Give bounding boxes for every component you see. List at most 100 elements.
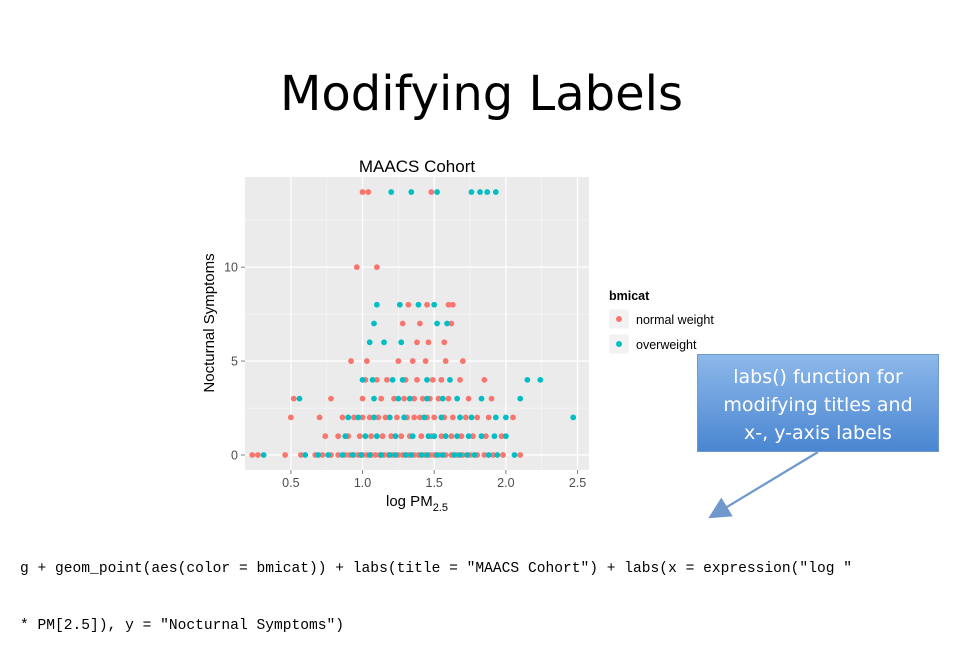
y-tick-label: 5 bbox=[231, 355, 238, 369]
slide-title: Modifying Labels bbox=[279, 66, 684, 122]
point-overweight bbox=[434, 320, 440, 327]
point-normal-weight bbox=[382, 414, 389, 421]
point-normal-weight bbox=[422, 358, 429, 364]
point-overweight bbox=[409, 433, 416, 440]
code-line: * PM[2.5]), y = "Nocturnal Symptoms") bbox=[20, 618, 345, 634]
legend-key-normal-weight bbox=[616, 316, 622, 322]
legend-key-overweight bbox=[616, 341, 622, 347]
point-normal-weight bbox=[448, 433, 455, 440]
point-overweight bbox=[439, 395, 446, 402]
point-normal-weight bbox=[316, 414, 323, 421]
legend-label: overweight bbox=[636, 338, 697, 352]
point-normal-weight bbox=[351, 414, 357, 421]
point-overweight bbox=[465, 433, 472, 440]
point-overweight bbox=[381, 339, 387, 346]
point-overweight bbox=[464, 452, 471, 458]
point-overweight bbox=[366, 452, 373, 458]
callout-box: labs() function for modifying titles and… bbox=[697, 354, 939, 452]
point-overweight bbox=[451, 452, 458, 458]
point-overweight bbox=[485, 452, 492, 458]
point-overweight bbox=[349, 452, 356, 458]
point-overweight bbox=[454, 433, 461, 440]
point-normal-weight bbox=[359, 395, 366, 402]
point-normal-weight bbox=[335, 433, 342, 440]
point-overweight bbox=[339, 452, 346, 458]
point-overweight bbox=[325, 452, 332, 458]
point-normal-weight bbox=[339, 414, 346, 421]
point-normal-weight bbox=[474, 414, 481, 421]
point-overweight bbox=[484, 189, 491, 195]
point-overweight bbox=[471, 452, 478, 458]
point-normal-weight bbox=[287, 414, 294, 421]
point-overweight bbox=[392, 433, 399, 440]
point-normal-weight bbox=[482, 433, 489, 440]
point-normal-weight bbox=[416, 320, 423, 327]
point-overweight bbox=[386, 452, 393, 458]
point-overweight bbox=[478, 433, 485, 440]
chart-title: MAACS Cohort bbox=[359, 157, 475, 176]
point-normal-weight bbox=[431, 414, 438, 421]
point-normal-weight bbox=[373, 264, 380, 271]
point-overweight bbox=[408, 189, 415, 195]
point-normal-weight bbox=[481, 376, 488, 383]
point-normal-weight bbox=[429, 376, 436, 383]
point-normal-weight bbox=[457, 376, 463, 383]
point-normal-weight bbox=[409, 358, 416, 364]
point-overweight bbox=[373, 301, 380, 308]
point-overweight bbox=[434, 452, 440, 458]
point-normal-weight bbox=[401, 395, 407, 402]
point-normal-weight bbox=[335, 452, 342, 458]
point-overweight bbox=[454, 395, 461, 402]
point-normal-weight bbox=[490, 452, 496, 458]
point-normal-weight bbox=[359, 189, 366, 195]
point-normal-weight bbox=[470, 433, 476, 440]
point-normal-weight bbox=[411, 414, 418, 421]
point-normal-weight bbox=[394, 414, 400, 421]
point-overweight bbox=[444, 320, 450, 327]
point-overweight bbox=[399, 376, 406, 383]
point-normal-weight bbox=[442, 358, 449, 364]
point-overweight bbox=[408, 452, 415, 458]
point-overweight bbox=[366, 339, 373, 346]
point-overweight bbox=[388, 189, 395, 195]
point-normal-weight bbox=[424, 301, 430, 308]
point-overweight bbox=[457, 452, 463, 458]
point-overweight bbox=[421, 414, 428, 421]
point-normal-weight bbox=[395, 358, 402, 364]
point-overweight bbox=[478, 395, 485, 402]
point-overweight bbox=[491, 433, 498, 440]
point-normal-weight bbox=[373, 376, 380, 383]
point-overweight bbox=[359, 376, 366, 383]
point-normal-weight bbox=[379, 433, 386, 440]
point-overweight bbox=[502, 433, 509, 440]
point-overweight bbox=[431, 301, 438, 308]
point-normal-weight bbox=[449, 301, 456, 308]
point-normal-weight bbox=[414, 339, 420, 346]
point-overweight bbox=[511, 452, 518, 458]
point-normal-weight bbox=[445, 395, 452, 402]
point-normal-weight bbox=[445, 301, 452, 308]
point-overweight bbox=[371, 320, 377, 327]
point-normal-weight bbox=[255, 452, 261, 458]
point-overweight bbox=[378, 452, 385, 458]
point-normal-weight bbox=[438, 376, 445, 383]
point-overweight bbox=[457, 414, 463, 421]
point-overweight bbox=[406, 395, 413, 402]
point-overweight bbox=[371, 414, 377, 421]
point-normal-weight bbox=[418, 433, 425, 440]
point-normal-weight bbox=[378, 395, 385, 402]
axis-ticks: 0.5 1.0 1.5 2.0 2.5 0 5 10 bbox=[224, 261, 586, 490]
point-overweight bbox=[342, 433, 349, 440]
point-normal-weight bbox=[375, 414, 382, 421]
point-overweight bbox=[415, 301, 422, 308]
point-overweight bbox=[369, 376, 376, 383]
point-overweight bbox=[477, 189, 483, 195]
point-normal-weight bbox=[298, 452, 304, 458]
point-normal-weight bbox=[363, 358, 370, 364]
point-overweight bbox=[447, 376, 453, 383]
point-normal-weight bbox=[399, 320, 406, 327]
point-overweight bbox=[396, 301, 403, 308]
point-normal-weight bbox=[500, 452, 506, 458]
point-normal-weight bbox=[322, 433, 329, 440]
point-normal-weight bbox=[498, 433, 505, 440]
